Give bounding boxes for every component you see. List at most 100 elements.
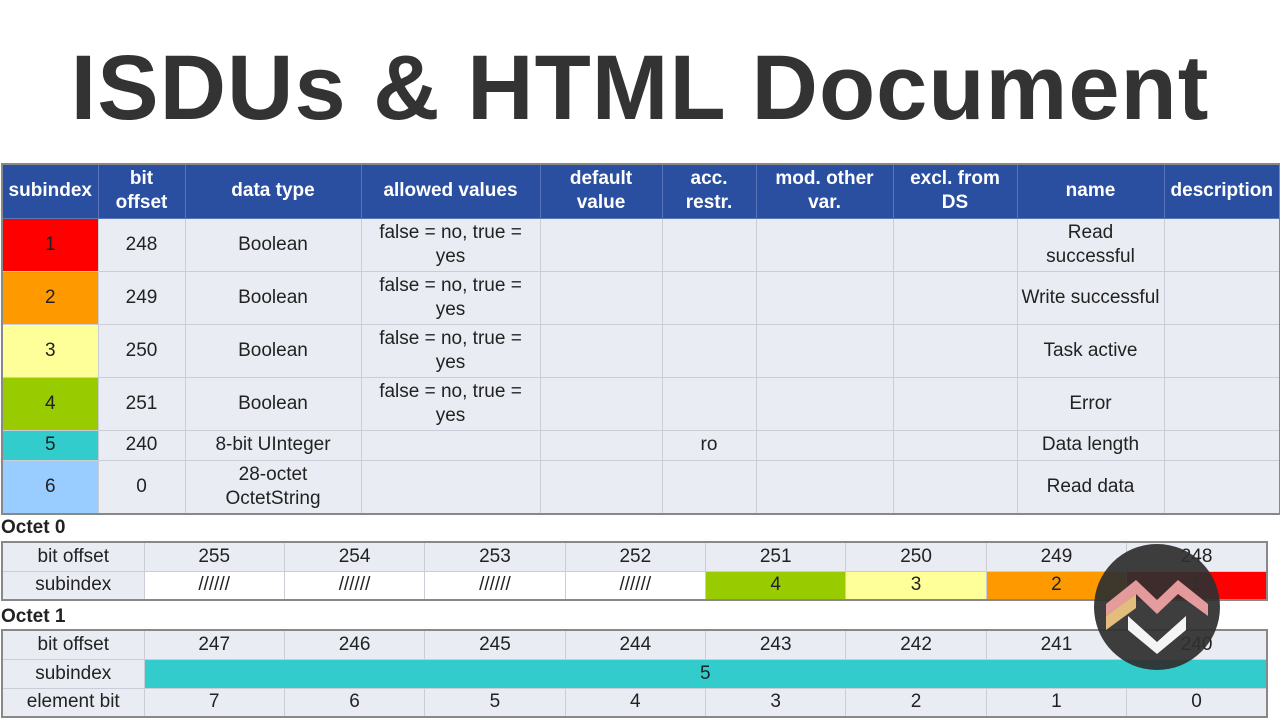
allowed-values-cell: false = no, true = yes <box>360 270 541 325</box>
table-row: 1 248 Boolean false = no, true = yes Rea… <box>1 217 1280 272</box>
subindex-cell: 2 <box>1 270 99 325</box>
unused-bit-cell: ////// <box>143 570 285 601</box>
table-row: 4 251 Boolean false = no, true = yes Err… <box>1 376 1280 431</box>
octet-0-table: bit offset 255 254 253 252 251 250 249 2… <box>1 541 1268 601</box>
channel-logo-icon <box>1094 544 1220 670</box>
subindex-cell: 5 <box>1 429 99 461</box>
mod-other-var-cell <box>755 270 894 325</box>
header-name: name <box>1016 163 1165 219</box>
name-cell: Write successful <box>1016 270 1165 325</box>
data-type-cell: Boolean <box>184 270 362 325</box>
excl-from-ds-cell <box>892 217 1018 272</box>
bit-offset-cell: 246 <box>283 629 426 660</box>
description-cell <box>1163 323 1280 378</box>
bit-offset-cell: 247 <box>143 629 285 660</box>
header-description: description <box>1163 163 1280 219</box>
header-default-value: default value <box>539 163 663 219</box>
unused-bit-cell: ////// <box>564 570 707 601</box>
bit-offset-row-label: bit offset <box>1 629 145 660</box>
bit-offset-cell: 250 <box>845 541 987 572</box>
bit-offset-row-label: bit offset <box>1 541 145 572</box>
bit-offset-row: bit offset 255 254 253 252 251 250 249 2… <box>1 541 1268 572</box>
description-cell <box>1163 459 1280 515</box>
subindex-row: subindex ////// ////// ////// ////// 4 3… <box>1 570 1268 601</box>
element-bit-cell: 2 <box>845 687 987 718</box>
bit-offset-cell: 251 <box>704 541 847 572</box>
name-cell: Data length <box>1016 429 1165 461</box>
name-cell: Task active <box>1016 323 1165 378</box>
unused-bit-cell: ////// <box>424 570 566 601</box>
table-row: 2 249 Boolean false = no, true = yes Wri… <box>1 270 1280 325</box>
allowed-values-cell: false = no, true = yes <box>360 376 541 431</box>
bit-offset-cell: 248 <box>97 217 186 272</box>
table-row: 6 0 28-octet OctetString Read data <box>1 459 1280 515</box>
header-data-type: data type <box>184 163 362 219</box>
bit-offset-cell: 241 <box>985 629 1128 660</box>
allowed-values-cell: false = no, true = yes <box>360 217 541 272</box>
header-excl-from-ds: excl. from DS <box>892 163 1018 219</box>
header-acc-restr: acc. restr. <box>661 163 757 219</box>
bit-offset-cell: 245 <box>424 629 566 660</box>
description-cell <box>1163 376 1280 431</box>
allowed-values-cell <box>360 459 541 515</box>
acc-restr-cell <box>661 217 757 272</box>
element-bit-cell: 1 <box>985 687 1128 718</box>
mod-other-var-cell <box>755 217 894 272</box>
excl-from-ds-cell <box>892 429 1018 461</box>
default-value-cell <box>539 323 663 378</box>
acc-restr-cell <box>661 376 757 431</box>
element-bit-row-label: element bit <box>1 687 145 718</box>
element-bit-cell: 0 <box>1126 687 1268 718</box>
bit-offset-cell: 243 <box>704 629 847 660</box>
default-value-cell <box>539 459 663 515</box>
mod-other-var-cell <box>755 323 894 378</box>
bit-offset-row: bit offset 247 246 245 244 243 242 241 2… <box>1 629 1268 660</box>
default-value-cell <box>539 376 663 431</box>
acc-restr-cell <box>661 270 757 325</box>
header-subindex: subindex <box>1 163 99 219</box>
subindex-row: subindex 5 <box>1 658 1268 689</box>
mod-other-var-cell <box>755 429 894 461</box>
subindex-cell: 4 <box>1 376 99 431</box>
octet-1-table: bit offset 247 246 245 244 243 242 241 2… <box>1 629 1268 718</box>
name-cell: Read data <box>1016 459 1165 515</box>
bit-offset-cell: 251 <box>97 376 186 431</box>
subindex-row-label: subindex <box>1 570 145 601</box>
default-value-cell <box>539 217 663 272</box>
bit-offset-cell: 249 <box>97 270 186 325</box>
allowed-values-cell: false = no, true = yes <box>360 323 541 378</box>
subindex-row-label: subindex <box>1 658 145 689</box>
bit-offset-cell: 242 <box>845 629 987 660</box>
element-bit-cell: 7 <box>143 687 285 718</box>
unused-bit-cell: ////// <box>283 570 426 601</box>
isdu-table: subindex bit offset data type allowed va… <box>1 163 1280 515</box>
acc-restr-cell <box>661 323 757 378</box>
name-cell: Read successful <box>1016 217 1165 272</box>
subindex-cell: 5 <box>143 658 1268 689</box>
element-bit-cell: 6 <box>283 687 426 718</box>
table-header-row: subindex bit offset data type allowed va… <box>1 163 1280 219</box>
table-row: 5 240 8-bit UInteger ro Data length <box>1 429 1280 461</box>
element-bit-cell: 5 <box>424 687 566 718</box>
excl-from-ds-cell <box>892 270 1018 325</box>
header-mod-other-var: mod. other var. <box>755 163 894 219</box>
mod-other-var-cell <box>755 459 894 515</box>
excl-from-ds-cell <box>892 323 1018 378</box>
element-bit-row: element bit 7 6 5 4 3 2 1 0 <box>1 687 1268 718</box>
description-cell <box>1163 429 1280 461</box>
bit-offset-cell: 0 <box>97 459 186 515</box>
table-row: 3 250 Boolean false = no, true = yes Tas… <box>1 323 1280 378</box>
data-type-cell: 28-octet OctetString <box>184 459 362 515</box>
bit-offset-cell: 255 <box>143 541 285 572</box>
subindex-cell: 3 <box>845 570 987 601</box>
bit-offset-cell: 249 <box>985 541 1128 572</box>
description-cell <box>1163 217 1280 272</box>
octet-0-label: Octet 0 <box>1 517 66 538</box>
subindex-cell: 3 <box>1 323 99 378</box>
excl-from-ds-cell <box>892 459 1018 515</box>
data-type-cell: Boolean <box>184 376 362 431</box>
mod-other-var-cell <box>755 376 894 431</box>
bit-offset-cell: 250 <box>97 323 186 378</box>
bit-offset-cell: 244 <box>564 629 707 660</box>
data-type-cell: Boolean <box>184 323 362 378</box>
